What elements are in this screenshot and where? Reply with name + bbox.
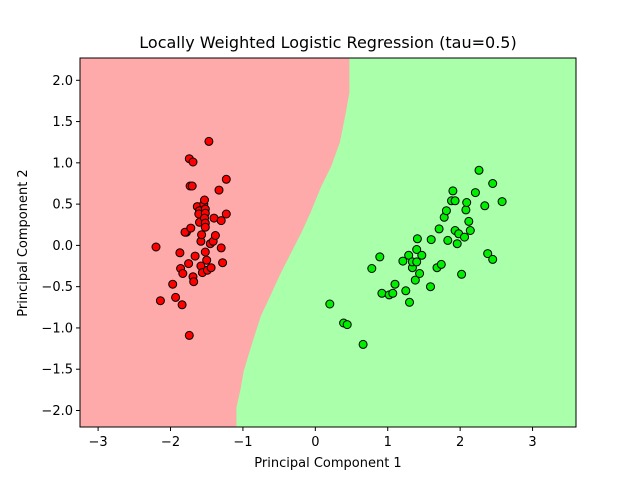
data-point-class_0 xyxy=(200,247,210,257)
data-point-class_0 xyxy=(168,279,178,289)
data-point-class_1 xyxy=(461,205,471,215)
chart-title: Locally Weighted Logistic Regression (ta… xyxy=(139,33,516,52)
x-tick-label: 1 xyxy=(384,435,392,450)
data-point-class_1 xyxy=(450,196,460,206)
y-tick-label: −1.5 xyxy=(41,363,73,378)
data-point-class_0 xyxy=(218,258,228,268)
data-point-class_0 xyxy=(216,216,226,226)
data-point-class_0 xyxy=(210,231,220,240)
data-point-class_1 xyxy=(404,250,414,260)
data-point-class_1 xyxy=(480,201,490,211)
data-point-class_1 xyxy=(417,250,427,260)
y-tick-label: −1.0 xyxy=(41,321,73,336)
data-point-class_1 xyxy=(470,188,480,198)
data-point-class_1 xyxy=(465,226,475,235)
data-point-class_1 xyxy=(443,235,453,245)
data-point-class_0 xyxy=(151,242,161,252)
y-tick-label: 2.0 xyxy=(52,74,73,89)
data-point-class_0 xyxy=(171,292,181,302)
data-point-class_1 xyxy=(497,197,507,207)
data-point-class_1 xyxy=(367,264,377,273)
data-point-class_0 xyxy=(187,181,197,191)
data-point-class_0 xyxy=(200,222,210,232)
x-tick-label: −1 xyxy=(233,435,252,450)
data-point-class_0 xyxy=(175,248,185,258)
data-point-class_1 xyxy=(325,299,335,309)
y-tick-label: −2.0 xyxy=(41,404,73,419)
data-point-class_1 xyxy=(483,249,493,259)
y-tick-label: 1.0 xyxy=(52,156,73,171)
data-point-class_1 xyxy=(426,235,436,245)
data-point-class_0 xyxy=(221,174,231,184)
data-point-class_1 xyxy=(401,286,411,296)
data-point-class_0 xyxy=(189,277,199,287)
data-point-class_1 xyxy=(434,224,444,234)
data-point-class_1 xyxy=(390,279,400,289)
y-axis: −2.0 −1.5 −1.0 −0.5 0.0 0.5 1.0 1.5 2.0 xyxy=(41,74,80,419)
data-point-class_1 xyxy=(415,269,425,278)
data-point-class_1 xyxy=(426,282,435,292)
data-point-class_0 xyxy=(155,296,165,306)
data-point-class_0 xyxy=(221,209,231,219)
data-point-class_0 xyxy=(177,300,187,310)
data-point-class_0 xyxy=(184,330,194,340)
data-point-class_0 xyxy=(202,255,212,265)
data-point-class_1 xyxy=(375,252,385,262)
x-tick-label: −3 xyxy=(89,435,108,450)
data-point-class_1 xyxy=(412,245,422,254)
data-point-class_1 xyxy=(377,288,387,298)
data-point-class_1 xyxy=(464,216,474,226)
scatter-points xyxy=(151,136,507,349)
data-point-class_1 xyxy=(412,257,422,267)
data-point-class_1 xyxy=(412,234,422,244)
data-point-class_0 xyxy=(184,259,194,269)
y-tick-label: 0.0 xyxy=(52,239,73,254)
data-point-class_1 xyxy=(436,259,446,269)
plot-area xyxy=(79,57,577,428)
y-axis-label: Principal Component 2 xyxy=(16,169,31,316)
data-point-class_0 xyxy=(178,269,188,278)
x-tick-label: 2 xyxy=(456,435,464,450)
data-point-class_0 xyxy=(186,223,196,233)
data-point-class_0 xyxy=(197,230,207,240)
x-tick-label: 3 xyxy=(528,435,536,450)
data-point-class_1 xyxy=(398,256,408,266)
data-point-class_1 xyxy=(457,269,467,279)
data-point-class_0 xyxy=(204,136,214,146)
data-point-class_1 xyxy=(342,320,352,330)
data-point-class_1 xyxy=(441,206,451,216)
axes-frame xyxy=(79,57,577,428)
data-point-class_0 xyxy=(216,243,226,253)
data-point-class_1 xyxy=(462,198,472,207)
data-point-class_0 xyxy=(200,195,209,205)
data-point-class_0 xyxy=(188,157,198,167)
y-tick-label: −0.5 xyxy=(41,280,73,295)
x-tick-label: 0 xyxy=(311,435,319,450)
data-point-class_1 xyxy=(452,239,462,249)
data-point-class_1 xyxy=(388,288,398,298)
y-tick-label: 0.5 xyxy=(52,198,73,213)
data-point-class_1 xyxy=(460,232,469,242)
data-point-class_0 xyxy=(206,263,216,273)
data-point-class_1 xyxy=(488,179,498,188)
x-axis-label: Principal Component 1 xyxy=(254,456,401,471)
x-axis: −3 −2 −1 0 1 2 3 xyxy=(89,427,537,450)
data-point-class_1 xyxy=(405,297,414,307)
data-point-class_0 xyxy=(214,185,224,195)
data-point-class_1 xyxy=(358,339,368,349)
data-point-class_1 xyxy=(410,275,420,285)
data-point-class_0 xyxy=(190,251,200,261)
y-tick-label: 1.5 xyxy=(52,115,73,130)
x-tick-label: −2 xyxy=(161,435,180,450)
data-point-class_1 xyxy=(474,165,484,175)
data-point-class_1 xyxy=(488,254,498,264)
data-point-class_1 xyxy=(448,186,458,196)
